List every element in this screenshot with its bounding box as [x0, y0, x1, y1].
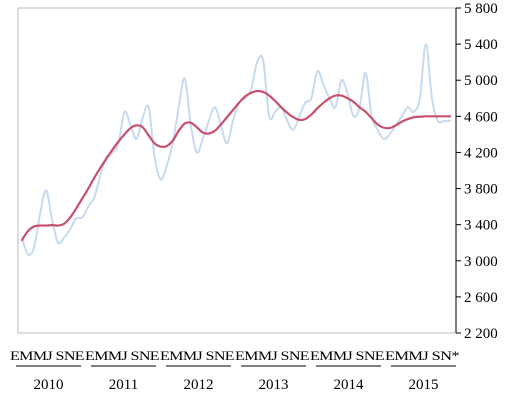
series-layer: [20, 43, 452, 256]
y-tick-label: 5 000: [464, 73, 498, 89]
y-tick-label: 5 400: [464, 37, 498, 53]
month-labels: EMMJ SNE: [235, 348, 310, 363]
year-label: 2014: [334, 377, 365, 393]
series-line-trend: [20, 89, 452, 242]
y-tick-label: 2 200: [464, 326, 498, 342]
y-tick-label: 3 800: [464, 182, 498, 198]
month-labels: EMMJ SNE: [10, 348, 85, 363]
x-axis-labels: EMMJ SNE 2010 EMMJ SNE 2011 EMMJ SNE 2012 EMMJ…: [10, 348, 460, 393]
series-line-raw: [21, 43, 451, 256]
y-tick-label: 4 200: [464, 145, 498, 161]
month-labels: EMMJ SN*: [385, 348, 459, 363]
month-labels: EMMJ SNE: [160, 348, 235, 363]
y-tick-label: 3 000: [464, 254, 498, 270]
year-label: 2012: [184, 377, 214, 393]
y-tick-label: 2 600: [464, 290, 498, 306]
year-label: 2015: [409, 377, 439, 393]
year-label: 2010: [34, 377, 64, 393]
month-labels: EMMJ SNE: [310, 348, 385, 363]
y-axis-ticks: 2 200 2 600 3 000 3 400 3 800 4 200 4 600 5 000…: [456, 1, 498, 342]
plot-frame: [17, 7, 457, 334]
year-label: 2011: [109, 377, 138, 393]
year-label: 2013: [259, 377, 289, 393]
month-labels: EMMJ SNE: [85, 348, 160, 363]
y-tick-label: 3 400: [464, 218, 498, 234]
y-tick-label: 5 800: [464, 1, 498, 17]
y-tick-label: 4 600: [464, 109, 498, 125]
